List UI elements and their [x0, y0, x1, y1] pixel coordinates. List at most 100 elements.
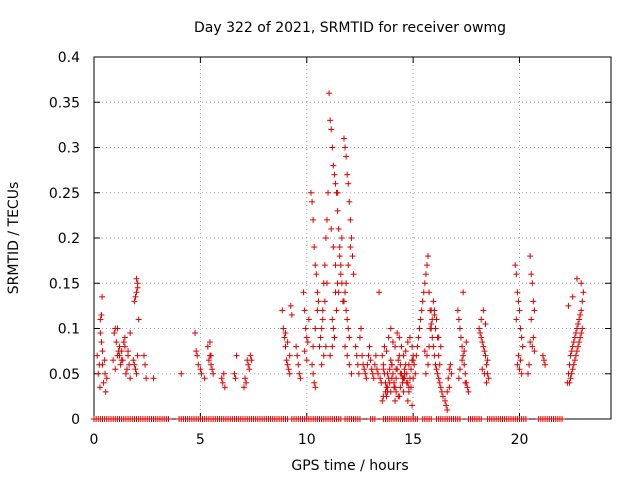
data-point	[331, 171, 338, 178]
data-point	[400, 388, 407, 395]
data-point	[97, 316, 104, 323]
y-tick-label: 0.15	[49, 276, 80, 292]
data-point	[195, 361, 202, 368]
data-point	[194, 352, 201, 359]
data-point	[402, 348, 409, 355]
data-point	[353, 352, 360, 359]
data-point	[354, 361, 361, 368]
data-point	[396, 393, 403, 400]
data-point	[361, 366, 368, 373]
data-point	[446, 366, 453, 373]
data-point	[116, 352, 123, 359]
data-point	[358, 325, 365, 332]
data-point	[346, 198, 353, 205]
data-point	[130, 357, 137, 364]
data-point	[410, 357, 417, 364]
data-point	[379, 352, 386, 359]
data-point	[386, 366, 393, 373]
data-point	[100, 379, 107, 386]
data-point	[423, 352, 430, 359]
data-point	[98, 311, 105, 318]
data-point	[355, 370, 362, 377]
data-point	[302, 325, 309, 332]
ticks: 0 0.05 0.1 0.15 0.2 0.25 0.3 0.35 0.4 0 5 10 15 20	[49, 50, 611, 448]
data-point	[315, 298, 322, 305]
data-point	[198, 370, 205, 377]
data-point	[327, 352, 334, 359]
y-axis-label: SRMTID / TECUs	[6, 182, 22, 295]
data-point	[398, 343, 405, 350]
data-point	[409, 343, 416, 350]
data-point	[296, 370, 303, 377]
data-point	[410, 375, 417, 382]
data-point	[314, 307, 321, 314]
data-point	[370, 375, 377, 382]
data-point	[326, 90, 333, 97]
data-point	[281, 334, 288, 341]
data-point	[389, 339, 396, 346]
data-point	[131, 298, 138, 305]
data-point	[382, 388, 389, 395]
data-point	[570, 361, 577, 368]
data-point	[397, 370, 404, 377]
data-point	[540, 357, 547, 364]
data-point	[336, 253, 343, 260]
data-point	[338, 235, 345, 241]
data-point	[578, 330, 585, 337]
data-point	[436, 361, 443, 368]
data-point	[345, 262, 352, 269]
data-point	[433, 316, 440, 323]
data-point	[573, 325, 580, 332]
data-point	[404, 339, 411, 346]
data-point	[456, 325, 463, 332]
data-point	[437, 384, 444, 391]
data-point	[134, 352, 141, 359]
data-point	[530, 298, 537, 305]
data-point	[527, 339, 534, 346]
data-point	[311, 379, 318, 386]
data-point	[336, 244, 343, 251]
data-point	[405, 388, 412, 395]
data-point	[334, 189, 341, 196]
data-point	[429, 334, 436, 341]
data-point	[111, 330, 118, 337]
data-point	[387, 357, 394, 364]
data-point	[314, 289, 321, 296]
data-point	[330, 325, 337, 332]
data-point	[559, 416, 566, 422]
data-point	[312, 325, 319, 332]
data-point	[343, 280, 350, 287]
data-point	[570, 339, 577, 346]
data-point	[571, 334, 578, 341]
data-point	[301, 307, 308, 314]
data-point	[143, 375, 150, 382]
data-point	[208, 352, 215, 359]
data-point	[387, 325, 394, 332]
data-point	[479, 366, 486, 373]
data-point	[419, 298, 426, 305]
data-point	[123, 366, 130, 373]
data-point	[99, 293, 106, 300]
data-point	[371, 416, 378, 422]
data-point	[218, 375, 225, 382]
data-point	[369, 370, 376, 377]
data-points	[91, 90, 587, 422]
data-point	[579, 298, 586, 305]
data-point	[131, 361, 138, 368]
data-point	[318, 361, 325, 368]
data-point	[565, 302, 572, 309]
data-point	[327, 117, 334, 124]
data-point	[477, 330, 484, 337]
data-point	[430, 298, 437, 305]
data-point	[310, 370, 317, 377]
data-point	[337, 271, 344, 278]
data-point	[461, 361, 468, 368]
data-point	[312, 262, 319, 269]
data-point	[418, 307, 425, 314]
data-point	[99, 348, 106, 355]
data-point	[285, 366, 292, 373]
data-point	[377, 375, 384, 382]
data-point	[409, 402, 416, 409]
data-point	[99, 361, 106, 368]
data-point	[300, 289, 307, 296]
